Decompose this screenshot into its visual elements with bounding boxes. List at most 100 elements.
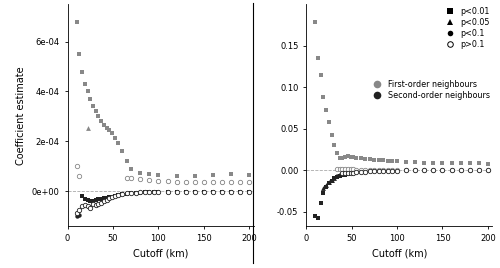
Point xyxy=(218,180,226,184)
Point xyxy=(92,109,100,114)
Point xyxy=(370,168,378,172)
Point xyxy=(102,126,110,130)
Point xyxy=(150,190,158,194)
Point xyxy=(191,174,199,178)
Point xyxy=(352,168,360,172)
Point xyxy=(346,155,354,159)
Point xyxy=(154,190,162,194)
Point xyxy=(466,168,474,172)
Point xyxy=(325,181,333,185)
Point xyxy=(236,180,244,184)
Point xyxy=(420,161,428,165)
Point xyxy=(316,201,324,205)
Point xyxy=(108,131,116,135)
Point xyxy=(92,203,100,207)
Point xyxy=(346,170,354,175)
Point xyxy=(328,179,336,183)
Point xyxy=(484,168,492,172)
Point xyxy=(209,189,217,194)
Point xyxy=(356,156,364,161)
Point xyxy=(182,180,190,185)
Point xyxy=(127,167,135,171)
Point xyxy=(320,186,328,191)
Point xyxy=(322,183,330,187)
Point xyxy=(341,155,349,159)
Point xyxy=(102,196,110,200)
Point xyxy=(97,200,105,205)
Point xyxy=(200,189,208,194)
Point xyxy=(333,151,341,155)
Point xyxy=(420,168,428,172)
Point xyxy=(346,167,354,171)
Point xyxy=(122,159,130,164)
Point xyxy=(336,167,344,171)
Point xyxy=(136,177,144,182)
Point xyxy=(209,189,217,194)
Point xyxy=(122,176,130,180)
Point xyxy=(361,157,369,161)
Point xyxy=(182,180,190,185)
Point xyxy=(164,179,172,184)
Point xyxy=(127,176,135,181)
Point xyxy=(361,168,369,172)
Point xyxy=(336,173,344,177)
Point xyxy=(100,196,108,201)
Point xyxy=(114,193,122,197)
Point xyxy=(89,104,97,109)
Point xyxy=(76,208,84,212)
Point xyxy=(154,173,162,177)
Point xyxy=(122,192,130,196)
Point xyxy=(84,89,92,94)
Point xyxy=(393,169,401,173)
Point xyxy=(72,164,80,169)
Point xyxy=(182,189,190,194)
Point xyxy=(94,197,102,202)
Point xyxy=(341,173,349,177)
Point xyxy=(411,168,419,172)
Point xyxy=(380,158,388,162)
X-axis label: Cutoff (km): Cutoff (km) xyxy=(372,249,427,259)
Point xyxy=(333,174,341,179)
Point xyxy=(227,172,235,177)
Point xyxy=(475,161,483,166)
Point xyxy=(164,190,172,194)
X-axis label: Cutoff (km): Cutoff (km) xyxy=(133,249,188,259)
Point xyxy=(84,198,92,202)
Point xyxy=(209,173,217,177)
Point xyxy=(172,180,180,184)
Point xyxy=(78,204,86,209)
Point xyxy=(430,168,438,172)
Point xyxy=(430,161,438,165)
Point xyxy=(375,169,383,173)
Point xyxy=(236,180,244,184)
Point xyxy=(430,168,438,172)
Point xyxy=(141,190,149,194)
Point xyxy=(322,108,330,112)
Point xyxy=(314,56,322,60)
Point xyxy=(456,168,464,172)
Point xyxy=(92,198,100,202)
Point xyxy=(484,162,492,166)
Point xyxy=(370,169,378,173)
Point xyxy=(100,123,108,127)
Point xyxy=(236,189,244,194)
Point xyxy=(86,206,94,210)
Point xyxy=(402,159,410,164)
Point xyxy=(338,171,346,176)
Point xyxy=(76,174,84,178)
Point xyxy=(209,180,217,184)
Point xyxy=(384,168,392,172)
Point xyxy=(438,161,446,165)
Point xyxy=(164,179,172,184)
Point xyxy=(122,191,130,196)
Point xyxy=(411,168,419,172)
Point xyxy=(361,170,369,174)
Point xyxy=(84,126,92,130)
Point xyxy=(448,168,456,172)
Point xyxy=(356,170,364,174)
Point xyxy=(314,216,322,220)
Point xyxy=(154,179,162,183)
Point xyxy=(108,195,116,199)
Point xyxy=(484,168,492,172)
Point xyxy=(191,189,199,194)
